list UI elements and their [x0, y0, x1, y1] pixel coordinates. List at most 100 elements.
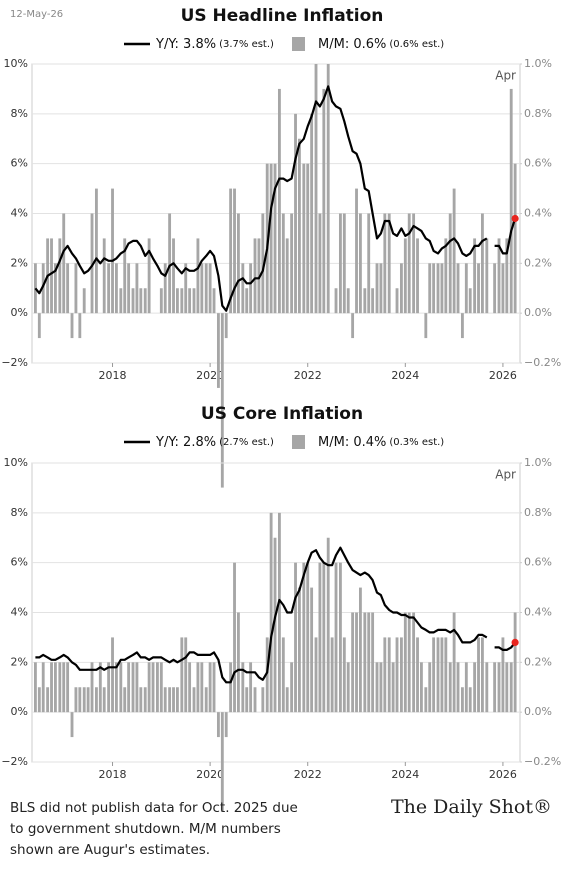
y2-tick-label: 1.0% — [524, 456, 552, 469]
bar — [379, 662, 383, 713]
y-tick-label: 4% — [11, 606, 28, 619]
bar — [180, 288, 184, 314]
bar — [298, 138, 301, 314]
bar — [115, 263, 118, 314]
annotation: Apr — [495, 69, 516, 83]
bar — [86, 687, 90, 713]
bar — [184, 637, 188, 713]
note: BLS did not publish data for Oct. 2025 d… — [10, 800, 298, 858]
bar — [346, 662, 350, 713]
y2-tick-label: 0.8% — [524, 107, 552, 120]
bar — [50, 662, 53, 713]
bar — [387, 213, 391, 314]
bar — [261, 213, 265, 314]
bar — [440, 263, 444, 314]
bar — [473, 238, 477, 314]
bar — [111, 188, 114, 314]
bar — [294, 113, 297, 314]
bar — [497, 238, 501, 314]
bar — [196, 662, 200, 713]
bar — [192, 288, 196, 314]
bar — [176, 687, 179, 713]
bar — [41, 263, 45, 314]
bar — [66, 662, 70, 713]
bar — [261, 687, 265, 713]
bar — [159, 662, 163, 713]
legend-label: Y/Y: 3.8% (3.7% est.) — [155, 37, 274, 52]
bar — [448, 662, 452, 713]
bar — [168, 687, 172, 713]
chart-title: US Headline Inflation — [181, 6, 384, 26]
y2-tick-label: 0.4% — [524, 207, 552, 220]
bar — [54, 662, 57, 713]
bar — [505, 662, 509, 713]
bar — [428, 263, 432, 314]
bar — [253, 687, 257, 713]
bar — [395, 288, 399, 314]
y2-tick-label: 0.6% — [524, 157, 552, 170]
bar — [241, 263, 245, 314]
bar — [424, 313, 428, 339]
bar — [407, 213, 411, 314]
y2-tick-label: 0.4% — [524, 606, 552, 619]
bar — [233, 562, 236, 713]
bar — [436, 637, 440, 713]
bar — [310, 587, 314, 713]
bar — [330, 637, 334, 713]
x-tick-label: 2024 — [391, 369, 419, 382]
y-tick-label: 0% — [11, 306, 28, 319]
bar — [90, 213, 94, 314]
bar — [383, 213, 387, 314]
bar — [473, 662, 477, 713]
bar — [102, 687, 106, 713]
bar — [432, 263, 436, 314]
bar — [111, 637, 114, 713]
bar — [306, 562, 310, 713]
bar — [78, 313, 82, 339]
bar — [33, 662, 37, 713]
bar — [509, 662, 513, 713]
bar — [460, 687, 464, 713]
bar — [359, 587, 362, 713]
bar — [139, 687, 143, 713]
bar — [172, 687, 175, 713]
bar — [314, 64, 318, 314]
bar — [399, 637, 403, 713]
bar — [501, 637, 505, 713]
legend-name: Y/Y: 3.8% — [155, 37, 216, 52]
y-tick-label: 2% — [11, 256, 28, 269]
bar — [464, 662, 468, 713]
bar — [147, 238, 151, 314]
bar — [200, 662, 204, 713]
bar — [74, 263, 78, 314]
y2-tick-label: 0.0% — [524, 306, 552, 319]
y-tick-label: 6% — [11, 157, 28, 170]
bar — [204, 687, 208, 713]
bar — [367, 612, 371, 713]
bar — [342, 637, 346, 713]
bar — [448, 213, 452, 314]
bar — [33, 263, 37, 314]
bar — [428, 662, 432, 713]
y-tick-label: 0% — [11, 705, 28, 718]
bar — [94, 687, 98, 713]
bar — [342, 213, 346, 314]
bar — [119, 288, 123, 314]
bar — [460, 313, 464, 339]
bar — [424, 687, 428, 713]
x-tick-label: 2018 — [99, 768, 127, 781]
bar — [302, 562, 306, 713]
bar — [481, 637, 484, 713]
legend-estimate: (0.3% est.) — [389, 437, 444, 448]
bar — [233, 188, 236, 314]
bar — [123, 687, 127, 713]
bar — [436, 263, 440, 314]
bar — [285, 687, 289, 713]
bar — [306, 163, 310, 314]
bar — [212, 288, 216, 314]
bar — [257, 238, 261, 314]
bar — [338, 213, 342, 314]
bar — [70, 712, 74, 738]
bar — [66, 263, 70, 314]
